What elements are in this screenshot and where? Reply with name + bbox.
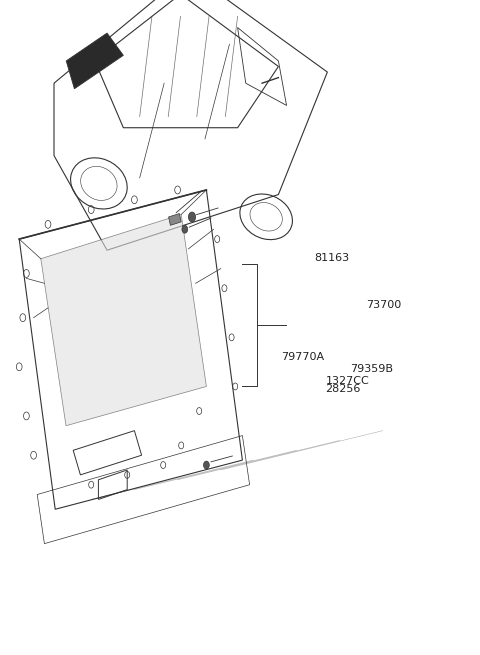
Text: 28256: 28256 <box>325 384 361 394</box>
Circle shape <box>182 225 188 233</box>
Polygon shape <box>66 33 123 88</box>
Polygon shape <box>41 214 206 426</box>
Circle shape <box>188 212 196 222</box>
Text: 73700: 73700 <box>366 299 401 310</box>
Text: 1327CC: 1327CC <box>325 375 369 386</box>
Polygon shape <box>168 214 181 225</box>
Text: 79359B: 79359B <box>350 364 394 374</box>
Text: 79770A: 79770A <box>281 352 324 362</box>
Circle shape <box>204 461 209 469</box>
Text: 81163: 81163 <box>314 253 349 263</box>
